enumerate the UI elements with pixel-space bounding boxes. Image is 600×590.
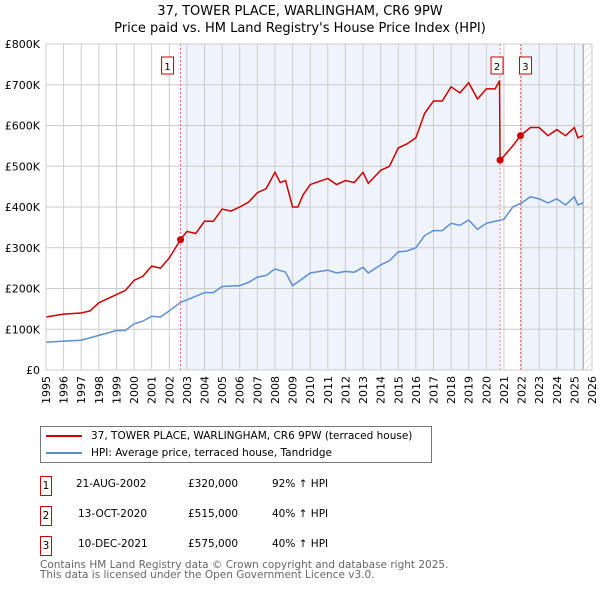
sale-point (177, 236, 185, 244)
legend-label: HPI: Average price, terraced house, Tand… (91, 447, 332, 459)
sale-marker-label: 3 (522, 62, 528, 73)
y-tick-label: £700K (5, 79, 41, 92)
sale-row: 3 10-DEC-2021 £575,000 40% ↑ HPI (40, 536, 440, 556)
footer-line: Contains HM Land Registry data © Crown c… (40, 559, 449, 571)
chart-title: 37, TOWER PLACE, WARLINGHAM, CR6 9PW (157, 4, 443, 19)
chart-subtitle: Price paid vs. HM Land Registry's House … (114, 21, 486, 36)
x-tick-label: 2025 (568, 376, 581, 404)
x-tick-label: 2003 (181, 376, 194, 404)
x-tick-label: 2006 (234, 376, 247, 404)
sale-marker-box (161, 56, 175, 75)
x-tick-label: 2023 (533, 376, 546, 404)
x-tick-label: 2010 (304, 376, 317, 404)
x-tick-label: 2004 (199, 376, 212, 404)
y-tick-label: £600K (5, 120, 41, 133)
x-tick-label: 2008 (269, 376, 282, 404)
y-tick-label: £500K (5, 160, 41, 173)
x-tick-label: 2020 (480, 376, 493, 404)
y-tick-label: £100K (5, 323, 41, 336)
y-tick-label: £0 (26, 364, 40, 377)
sale-marker-box (518, 56, 532, 75)
x-tick-label: 2013 (357, 376, 370, 404)
sale-point (496, 156, 504, 164)
x-tick-label: 1998 (93, 376, 106, 404)
sale-row: 1 21-AUG-2002 £320,000 92% ↑ HPI (40, 476, 440, 496)
x-tick-label: 2000 (128, 376, 141, 404)
sale-price: £320,000 (188, 478, 239, 490)
x-tick-label: 2012 (339, 376, 352, 404)
y-tick-label: £300K (5, 242, 41, 255)
sale-date: 21-AUG-2002 (76, 478, 147, 490)
x-tick-label: 2014 (375, 376, 388, 404)
legend-item-property: 37, TOWER PLACE, WARLINGHAM, CR6 9PW (te… (46, 430, 412, 442)
sale-marker-box (490, 56, 504, 75)
sale-point (516, 132, 524, 140)
legend-label: 37, TOWER PLACE, WARLINGHAM, CR6 9PW (te… (91, 430, 413, 442)
legend-item-hpi: HPI: Average price, terraced house, Tand… (46, 447, 332, 459)
sale-marker-label: 1 (164, 62, 170, 73)
x-tick-label: 2021 (498, 376, 511, 404)
sale-date: 13-OCT-2020 (78, 508, 147, 520)
y-tick-label: £400K (5, 201, 41, 214)
x-tick-label: 2026 (586, 376, 599, 404)
sale-date: 10-DEC-2021 (78, 538, 148, 550)
x-tick-label: 2011 (322, 376, 335, 404)
x-tick-label: 2024 (551, 376, 564, 404)
x-tick-label: 2007 (251, 376, 264, 404)
sale-hpi-change: 40% ↑ HPI (272, 508, 329, 520)
series-line (45, 195, 584, 344)
sale-marker-label: 2 (494, 62, 500, 73)
y-tick-label: £200K (5, 283, 41, 296)
sale-hpi-change: 92% ↑ HPI (272, 478, 329, 490)
sale-marker-box: 3 (40, 536, 52, 556)
series-line (45, 80, 584, 318)
sale-row: 2 13-OCT-2020 £515,000 40% ↑ HPI (40, 506, 440, 526)
x-tick-label: 2019 (463, 376, 476, 404)
x-tick-label: 2005 (216, 376, 229, 404)
x-tick-label: 1996 (58, 376, 71, 404)
x-tick-label: 2018 (445, 376, 458, 404)
x-tick-label: 2001 (146, 376, 159, 404)
red-line-swatch (46, 435, 82, 437)
footer-line: This data is licensed under the Open Gov… (40, 569, 375, 581)
price-chart: 1 2 3 1995 1996 1997 1998 1999 2000 2001 2002 2003 2… (5, 38, 599, 404)
x-tick-label: 2009 (287, 376, 300, 404)
y-tick-label: £800K (5, 38, 41, 51)
x-tick-label: 1999 (110, 376, 123, 404)
plot-border (45, 43, 593, 371)
chart-legend: 37, TOWER PLACE, WARLINGHAM, CR6 9PW (te… (40, 426, 432, 463)
x-tick-label: 2017 (427, 376, 440, 404)
x-tick-label: 1995 (40, 376, 53, 404)
x-tick-label: 1997 (75, 376, 88, 404)
sale-marker-box: 2 (40, 506, 52, 526)
sale-hpi-change: 40% ↑ HPI (272, 538, 329, 550)
x-tick-label: 2015 (392, 376, 405, 404)
x-tick-label: 2016 (410, 376, 423, 404)
x-tick-label: 2022 (516, 376, 529, 404)
x-tick-label: 2002 (163, 376, 176, 404)
footer: Contains HM Land Registry data © Crown c… (40, 559, 449, 581)
blue-line-swatch (46, 452, 82, 454)
sale-price: £575,000 (188, 538, 239, 550)
sale-price: £515,000 (188, 508, 239, 520)
sale-marker-box: 1 (40, 476, 52, 496)
